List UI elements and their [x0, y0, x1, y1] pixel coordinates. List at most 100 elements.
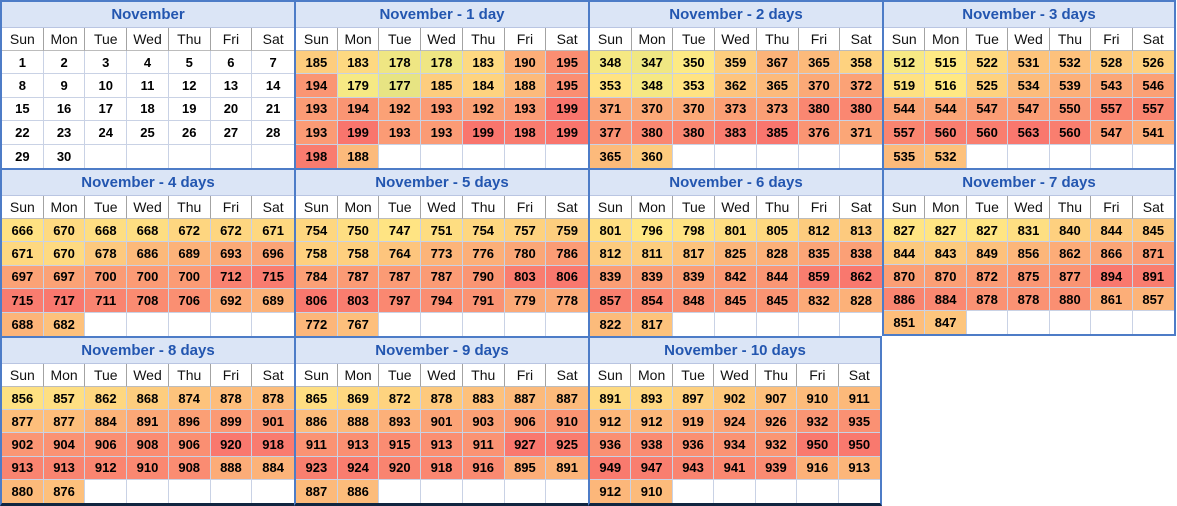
value-cell: 835	[798, 242, 841, 266]
value-cell: 838	[840, 242, 882, 266]
empty-cell	[756, 144, 799, 168]
value-cell: 525	[966, 74, 1009, 98]
day-cell: 6	[210, 51, 253, 75]
day-cell: 10	[85, 74, 128, 98]
value-cell: 711	[85, 289, 128, 313]
value-cell: 759	[546, 219, 588, 243]
value-cell: 894	[1091, 265, 1133, 288]
weekday-header-row: Sun Mon Tue Wed Thu Fri Sat	[884, 196, 1174, 219]
value-cell: 365	[590, 144, 632, 168]
value-cell: 791	[462, 289, 505, 313]
value-cell: 786	[546, 242, 588, 266]
weekday-label: Mon	[925, 196, 967, 219]
value-cell: 911	[296, 433, 338, 457]
weekday-header-row: Sun Mon Tue Wed Thu Fri Sat	[296, 196, 588, 219]
value-cell: 918	[252, 433, 294, 457]
empty-cell	[714, 479, 756, 503]
weekday-label: Thu	[168, 364, 211, 387]
value-cell: 934	[714, 433, 756, 457]
weekday-label: Tue	[85, 28, 128, 51]
value-cell: 827	[925, 219, 967, 242]
value-cell: 904	[43, 433, 86, 457]
value-cell: 888	[337, 410, 380, 434]
value-cell: 370	[798, 74, 841, 98]
day-cell: 9	[43, 74, 86, 98]
day-cell: 25	[127, 121, 169, 145]
day-cell: 16	[43, 97, 86, 122]
calendar-table: November - 5 days Sun Mon Tue Wed Thu Fri Sat 75…	[294, 168, 588, 336]
weekday-label: Fri	[210, 196, 253, 219]
value-cell: 692	[210, 289, 253, 313]
value-cell: 924	[714, 410, 756, 434]
value-cell: 367	[756, 51, 799, 75]
value-cell: 747	[379, 219, 422, 243]
calendar-body: 754 750 747 751 754 757 759 758 758 764 773 776 780 7…	[296, 219, 588, 336]
value-cell: 871	[1132, 242, 1174, 265]
value-cell: 179	[337, 74, 380, 98]
value-cell: 696	[252, 242, 294, 266]
value-cell: 787	[337, 265, 380, 290]
value-cell: 668	[127, 219, 169, 243]
value-cell: 689	[168, 242, 211, 266]
value-cell: 198	[296, 144, 338, 168]
empty-cell	[1091, 144, 1133, 168]
value-cell: 856	[1008, 242, 1050, 265]
empty-cell	[1091, 311, 1133, 334]
value-cell: 557	[1091, 97, 1133, 122]
value-cell: 195	[546, 51, 588, 75]
value-cell: 901	[252, 410, 294, 434]
value-cell: 878	[966, 288, 1009, 311]
value-cell: 528	[1091, 51, 1133, 75]
day-cell: 3	[85, 51, 128, 75]
value-cell: 693	[210, 242, 253, 266]
weekday-label: Wed	[127, 28, 169, 51]
value-cell: 380	[631, 121, 674, 145]
empty-cell	[168, 479, 211, 503]
value-cell: 535	[884, 144, 926, 168]
day-cell: 19	[168, 97, 211, 122]
value-cell: 348	[631, 74, 674, 98]
value-cell: 913	[838, 456, 880, 480]
value-cell: 373	[756, 97, 799, 122]
value-cell: 806	[296, 289, 338, 313]
value-cell: 751	[421, 219, 463, 243]
calendar-title: November - 7 days	[884, 170, 1174, 196]
value-cell: 365	[798, 51, 841, 75]
value-cell: 544	[925, 97, 967, 122]
weekday-label: Sat	[546, 196, 588, 219]
weekday-header-row: Sun Mon Tue Wed Thu Fri Sat	[590, 28, 882, 51]
value-cell: 666	[2, 219, 44, 243]
value-cell: 385	[756, 121, 799, 145]
calendar-title: November - 8 days	[2, 338, 294, 364]
value-cell: 906	[85, 433, 128, 457]
day-cell: 26	[168, 121, 211, 145]
empty-cell	[462, 312, 505, 336]
value-cell: 872	[379, 387, 422, 411]
weekday-label: Wed	[421, 28, 463, 51]
value-cell: 526	[1132, 51, 1174, 75]
calendar-table: November - 3 days Sun Mon Tue Wed Thu Fri Sat 51…	[882, 0, 1176, 168]
value-cell: 779	[504, 289, 547, 313]
value-cell: 887	[504, 387, 547, 411]
weekday-label: Fri	[1091, 196, 1133, 219]
weekday-label: Sat	[838, 364, 880, 387]
value-cell: 911	[838, 387, 880, 411]
value-cell: 886	[884, 288, 926, 311]
weekday-label: Fri	[504, 196, 547, 219]
value-cell: 915	[379, 433, 422, 457]
value-cell: 884	[252, 456, 294, 480]
value-cell: 797	[379, 289, 422, 313]
value-cell: 924	[337, 456, 380, 480]
value-cell: 697	[43, 265, 86, 290]
empty-cell	[421, 479, 463, 503]
value-cell: 776	[462, 242, 505, 266]
empty-cell	[966, 144, 1009, 168]
value-cell: 936	[672, 433, 715, 457]
value-cell: 532	[1049, 51, 1092, 75]
value-cell: 832	[798, 289, 841, 313]
value-cell: 516	[925, 74, 967, 98]
empty-cell	[85, 144, 128, 168]
value-cell: 773	[421, 242, 463, 266]
value-cell: 543	[1091, 74, 1133, 98]
value-cell: 827	[966, 219, 1009, 242]
